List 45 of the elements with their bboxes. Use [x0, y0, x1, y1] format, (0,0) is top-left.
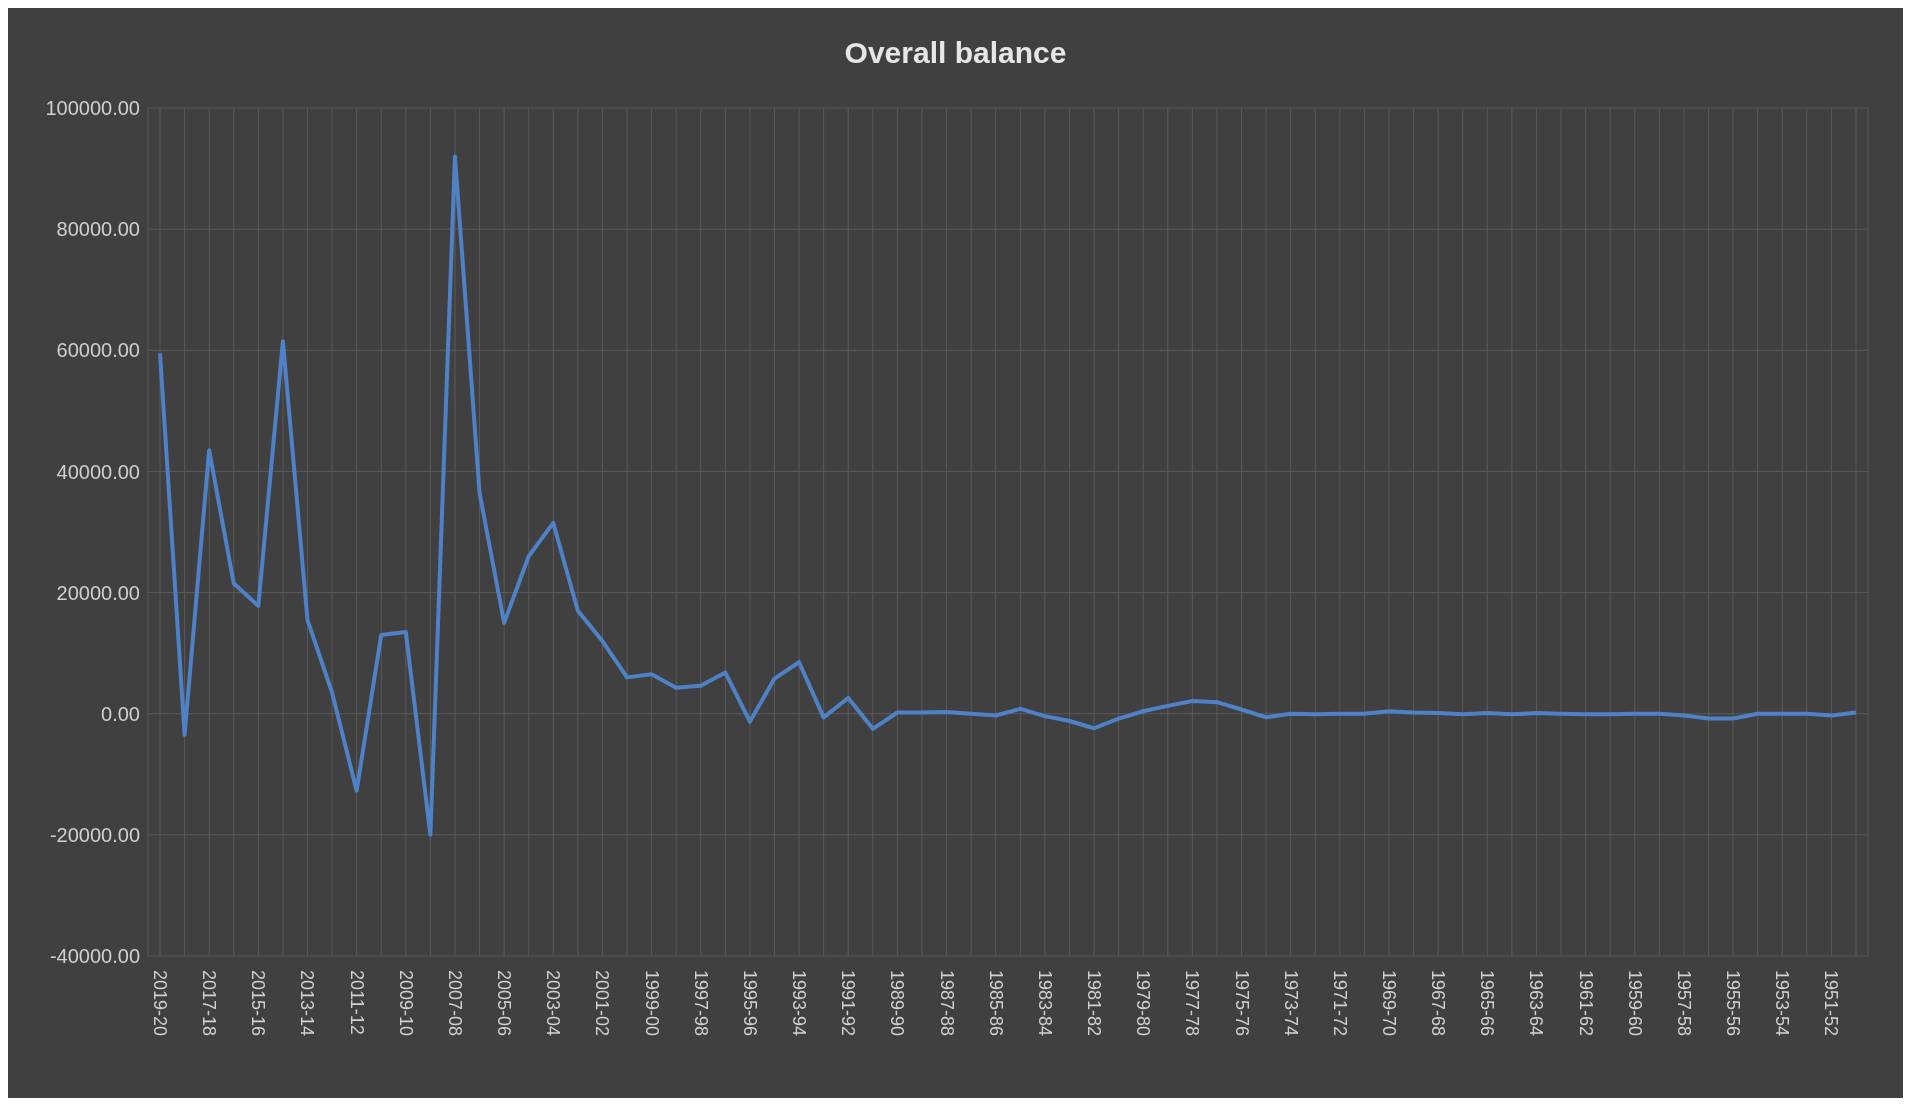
x-tick-label: 1983-84	[1034, 970, 1055, 1037]
x-tick-label: 1961-62	[1575, 970, 1596, 1037]
x-tick-label: 1959-60	[1624, 970, 1645, 1037]
x-tick-label: 1985-86	[985, 970, 1006, 1037]
x-tick-label: 1975-76	[1231, 970, 1252, 1037]
x-tick-label: 1973-74	[1280, 970, 1301, 1037]
x-tick-label: 1955-56	[1723, 970, 1744, 1037]
line-series	[158, 154, 1858, 837]
x-tick-label: 1963-64	[1526, 970, 1547, 1037]
x-tick-label: 1979-80	[1133, 970, 1154, 1037]
x-tick-label: 2001-02	[592, 970, 613, 1037]
y-tick-label: 80000.00	[56, 218, 140, 241]
x-tick-label: 1993-94	[789, 970, 810, 1037]
x-tick-label: 1997-98	[690, 970, 711, 1037]
x-tick-label: 2015-16	[248, 970, 269, 1037]
x-tick-label: 1967-68	[1428, 970, 1449, 1037]
x-tick-label: 2007-08	[444, 970, 465, 1037]
x-tick-label: 1977-78	[1182, 970, 1203, 1037]
x-tick-label: 1957-58	[1673, 970, 1694, 1037]
x-tick-label: 1971-72	[1329, 970, 1350, 1037]
x-tick-label: 2019-20	[150, 970, 170, 1037]
y-tick-label: 40000.00	[56, 460, 140, 483]
y-tick-label: 0.00	[101, 702, 140, 725]
x-tick-label: 1969-70	[1378, 970, 1399, 1037]
y-tick-label: 20000.00	[56, 581, 140, 604]
x-tick-label: 2017-18	[199, 970, 220, 1037]
x-tick-label: 2003-04	[543, 970, 564, 1037]
x-tick-label: 1991-92	[838, 970, 859, 1037]
x-tick-label: 1951-52	[1821, 970, 1842, 1037]
x-tick-label: 2009-10	[395, 970, 416, 1037]
y-tick-label: -20000.00	[49, 823, 140, 846]
x-tick-label: 1999-00	[641, 970, 662, 1037]
x-tick-label: 1981-82	[1084, 970, 1105, 1037]
chart-title: Overall balance	[843, 35, 1068, 71]
x-tick-label: 1953-54	[1772, 970, 1793, 1037]
x-tick-label: 2013-14	[297, 970, 318, 1037]
x-tick-label: 1987-88	[936, 970, 957, 1037]
y-tick-label: 60000.00	[56, 339, 140, 362]
x-tick-label: 2011-12	[346, 970, 367, 1035]
x-tick-label: 2005-06	[494, 970, 515, 1037]
x-tick-label: 1965-66	[1477, 970, 1498, 1037]
x-tick-label: 1995-96	[739, 970, 760, 1037]
x-tick-label: 1989-90	[887, 970, 908, 1037]
y-tick-label: -40000.00	[49, 945, 140, 968]
y-tick-label: 100000.00	[45, 97, 140, 120]
